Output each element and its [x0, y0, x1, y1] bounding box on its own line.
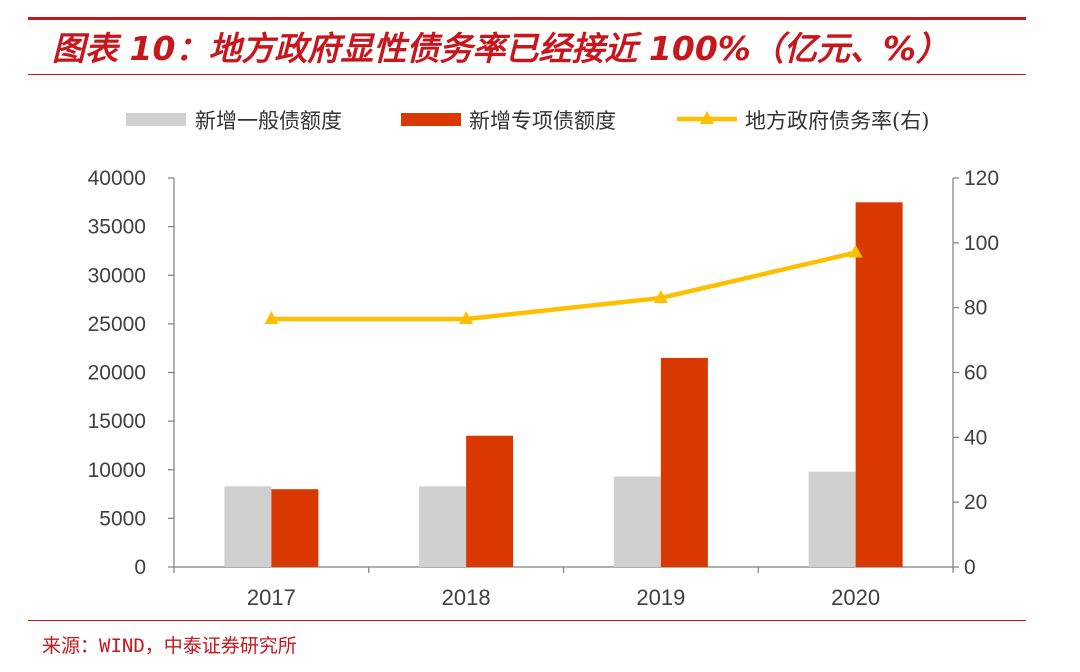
left-tick-label: 0 — [134, 556, 146, 579]
x-tick-label: 2019 — [636, 585, 685, 610]
bar-general-bond — [613, 476, 661, 567]
right-tick-label: 40 — [964, 426, 987, 449]
right-tick-label: 60 — [964, 362, 987, 385]
left-tick-label: 25000 — [88, 313, 146, 336]
line-point-debt-ratio — [459, 311, 474, 325]
x-tick-label: 2020 — [831, 585, 880, 610]
bar-general-bond — [224, 486, 272, 567]
bar-general-bond — [419, 486, 467, 567]
legend-marker-debt-ratio — [700, 111, 714, 124]
bar-general-bond — [808, 471, 856, 567]
source-rule — [28, 620, 1026, 621]
right-tick-label: 100 — [964, 232, 999, 255]
top-rule — [28, 17, 1026, 20]
left-tick-label: 35000 — [88, 216, 146, 239]
legend-swatch-special-bond — [401, 113, 461, 126]
debt-chart: 新增一般债额度 新增专项债额度 地方政府债务率(右) 0 5000 10000 15000… — [88, 109, 999, 610]
chart-title: 图表 10：地方政府显性债务率已经接近 100%（亿元、%） — [52, 29, 949, 68]
legend-label-debt-ratio: 地方政府债务率(右) — [745, 109, 929, 133]
left-tick-label: 40000 — [88, 167, 146, 190]
line-point-debt-ratio — [264, 311, 279, 325]
left-tick-label: 15000 — [88, 410, 146, 433]
chart-axes: 0 5000 10000 15000 20000 25000 30000 35000 40000… — [88, 167, 999, 610]
legend-label-special-bond: 新增专项债额度 — [469, 109, 616, 133]
right-tick-label: 0 — [964, 556, 976, 579]
chart-bars — [224, 202, 903, 567]
x-tick-label: 2017 — [247, 585, 296, 610]
chart-legend: 新增一般债额度 新增专项债额度 地方政府债务率(右) — [126, 109, 929, 133]
line-debt-ratio — [271, 250, 857, 322]
legend-label-general-bond: 新增一般债额度 — [195, 109, 342, 133]
bar-special-bond — [660, 357, 708, 567]
right-tick-label: 80 — [964, 297, 987, 320]
left-tick-label: 20000 — [88, 362, 146, 385]
line-point-debt-ratio — [848, 244, 863, 258]
right-tick-label: 120 — [964, 167, 999, 190]
line-point-debt-ratio — [653, 289, 668, 303]
chart-line — [264, 244, 863, 325]
bar-special-bond — [271, 489, 319, 567]
bar-special-bond — [466, 435, 514, 567]
left-tick-label: 30000 — [88, 264, 146, 287]
source-note: 来源：WIND，中泰证券研究所 — [42, 635, 297, 657]
left-tick-label: 10000 — [88, 459, 146, 482]
right-tick-label: 20 — [964, 491, 987, 514]
title-rule — [28, 74, 1026, 75]
bar-special-bond — [855, 202, 903, 567]
legend-swatch-general-bond — [126, 113, 186, 126]
left-tick-label: 5000 — [99, 507, 146, 530]
x-tick-label: 2018 — [442, 585, 491, 610]
